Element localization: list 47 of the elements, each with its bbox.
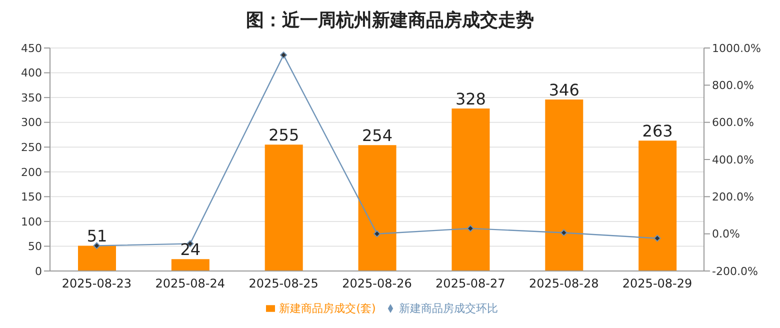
x-tick-label: 2025-08-29 bbox=[622, 276, 692, 291]
y-tick-label: 400 bbox=[21, 66, 42, 80]
bar bbox=[171, 259, 210, 271]
x-tick-label: 2025-08-27 bbox=[436, 276, 506, 291]
point bbox=[280, 52, 288, 59]
x-tick-label: 2025-08-28 bbox=[528, 276, 599, 291]
x-tick-label: 2025-08-24 bbox=[155, 276, 226, 291]
point bbox=[466, 224, 474, 232]
point bbox=[93, 242, 100, 250]
y2-tick-label: 400.0% bbox=[712, 153, 754, 166]
legend-label: 新建商品房成交环比 bbox=[398, 302, 498, 315]
data-label: 263 bbox=[642, 122, 673, 141]
bar bbox=[545, 100, 584, 271]
bar bbox=[264, 144, 303, 271]
y-tick-label: 200 bbox=[21, 166, 42, 179]
y-tick-label: 50 bbox=[28, 240, 42, 254]
data-label: 346 bbox=[548, 80, 580, 100]
data-label: 51 bbox=[86, 226, 108, 246]
chart-title: 图：近一周杭州新建商品房成交走势 bbox=[245, 9, 535, 33]
data-label: 328 bbox=[455, 89, 486, 108]
y-tick-label: 300 bbox=[21, 116, 42, 130]
y-tick-label: 0 bbox=[35, 264, 42, 278]
data-label: 254 bbox=[362, 126, 393, 146]
x-tick-label: 2025-08-26 bbox=[342, 276, 412, 291]
x-tick-label: 2025-08-23 bbox=[62, 276, 132, 291]
y-tick-label: 450 bbox=[21, 42, 42, 55]
bar bbox=[78, 246, 116, 271]
y2-tick-label: 200.0% bbox=[712, 190, 754, 204]
data-label: 255 bbox=[268, 126, 300, 145]
data-label: 24 bbox=[180, 240, 201, 260]
point bbox=[374, 230, 380, 238]
bar bbox=[358, 145, 396, 271]
y-tick-label: 250 bbox=[21, 141, 42, 154]
y2-tick-label: 800.0% bbox=[712, 79, 754, 92]
y-tick-label: 150 bbox=[21, 190, 42, 204]
bar bbox=[452, 108, 490, 271]
y2-tick-label: 0.0% bbox=[712, 228, 740, 241]
y2-tick-label: 1000.0% bbox=[712, 42, 761, 55]
bar bbox=[638, 140, 677, 271]
x-tick-label: 2025-08-25 bbox=[248, 276, 318, 291]
y2-tick-label: 600.0% bbox=[712, 116, 754, 130]
y-tick-label: 100 bbox=[21, 215, 42, 228]
point bbox=[560, 229, 568, 236]
point bbox=[654, 234, 661, 242]
y-tick-label: 350 bbox=[21, 91, 42, 104]
y2-tick-label: -200.0% bbox=[712, 264, 758, 278]
legend-label: 新建商品房成交(套) bbox=[279, 302, 376, 315]
